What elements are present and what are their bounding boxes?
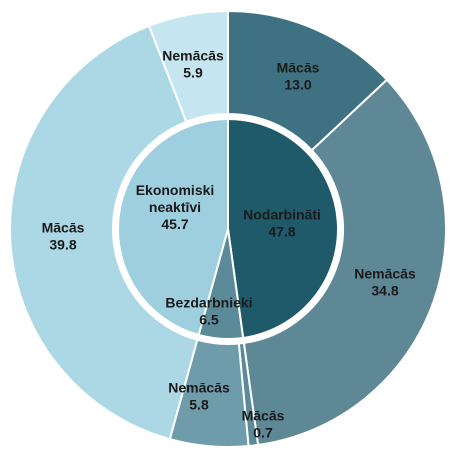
inner-label-nodarbinati-0: Nodarbināti 47.8	[243, 207, 321, 240]
inner-label-bezdarbnieki-1: Bezdarbnieki 6.5	[165, 295, 252, 328]
outer-label-nemacas-5: Nemācās 5.9	[162, 48, 224, 81]
outer-label-macas-4: Mācās 39.8	[42, 220, 85, 253]
outer-label-macas-0: Mācās 13.0	[277, 60, 320, 93]
outer-label-macas-2: Mācās 0.7	[242, 408, 285, 441]
inner-pie	[117, 117, 339, 340]
inner-slice-ekonomiski-neaktivi-2	[117, 117, 229, 337]
labels: Nodarbināti 47.8 Bezdarbnieki 6.5 Ekonomiski…	[42, 48, 416, 441]
outer-slice-nemacas-5	[147, 9, 229, 124]
outer-label-nemacas-3: Nemācās 5.8	[168, 380, 230, 413]
outer-slice-nemacas-1	[242, 78, 447, 447]
outer-ring	[9, 9, 447, 448]
outer-slice-macas-4	[9, 24, 199, 441]
inner-slice-nodarbinati-0	[227, 117, 339, 340]
inner-label-ekonomiski-neaktivi-2: Ekonomiski neaktīvi 45.7	[136, 182, 215, 232]
outer-label-nemacas-1: Nemācās 34.8	[354, 266, 416, 299]
